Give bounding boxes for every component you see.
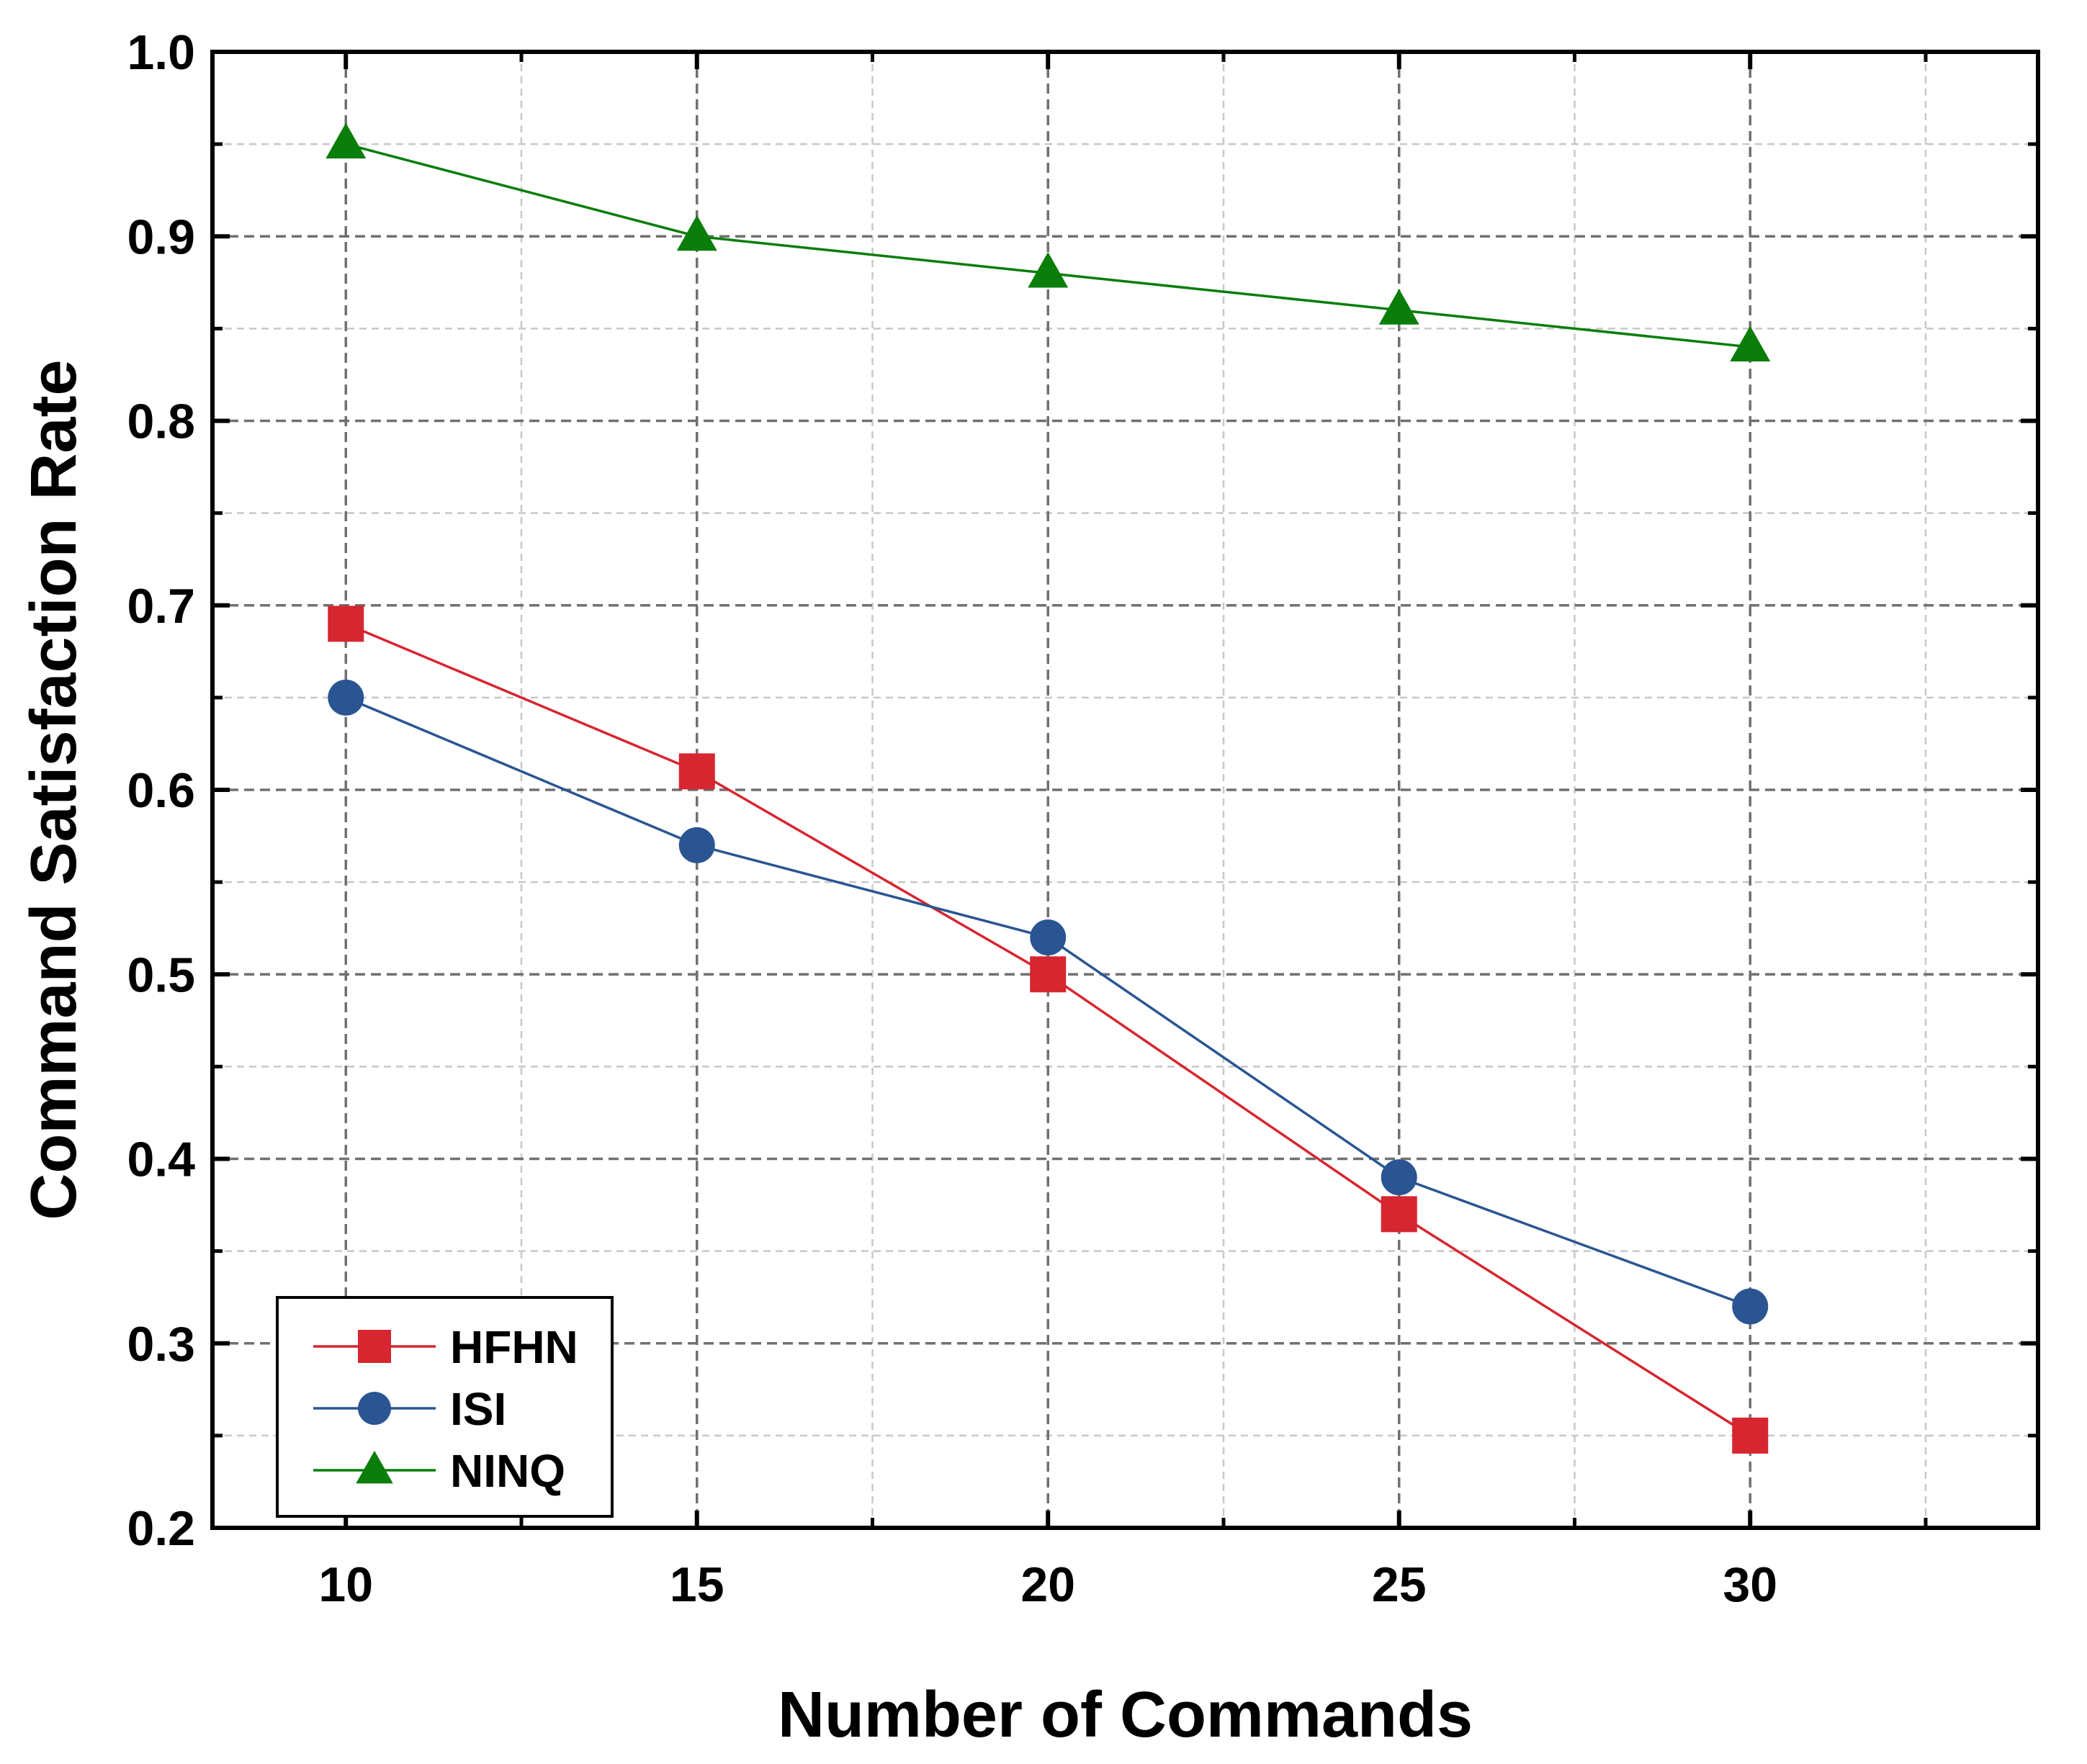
legend-marker xyxy=(358,1330,391,1363)
y-tick-label: 0.5 xyxy=(127,948,195,1002)
data-point xyxy=(326,122,367,159)
legend-marker xyxy=(358,1392,391,1425)
legend-label: HFHN xyxy=(450,1321,578,1373)
data-point xyxy=(678,827,715,863)
data-point xyxy=(328,606,364,642)
x-tick-label: 30 xyxy=(1723,1557,1777,1612)
x-tick-label: 15 xyxy=(670,1557,724,1612)
y-tick-label: 0.2 xyxy=(127,1501,195,1556)
legend-item: NINQ xyxy=(313,1445,565,1497)
data-point xyxy=(678,753,715,790)
data-point xyxy=(1730,325,1771,361)
y-axis-title: Command Satisfaction Rate xyxy=(18,359,90,1220)
data-point xyxy=(1381,1196,1417,1233)
data-point xyxy=(328,679,364,716)
data-point xyxy=(1732,1417,1769,1454)
data-point xyxy=(1381,1159,1417,1196)
legend-label: ISI xyxy=(450,1383,506,1435)
series-isi xyxy=(328,679,1769,1325)
y-tick-label: 0.6 xyxy=(127,763,195,818)
series-layer xyxy=(326,122,1771,1454)
data-point xyxy=(1030,919,1067,955)
y-tick-label: 0.8 xyxy=(127,395,195,449)
data-point xyxy=(1028,252,1069,288)
y-tick-label: 0.7 xyxy=(127,579,195,634)
ticks xyxy=(212,50,2038,1530)
legend: HFHN ISI NINQ xyxy=(276,1296,614,1518)
x-axis-title: Number of Commands xyxy=(778,1679,1473,1751)
series-hfhn xyxy=(328,606,1769,1454)
data-point xyxy=(1732,1288,1769,1325)
tick-labels: 10 15 20 25 30 0.2 0.3 0.4 0.5 0.6 0.7 0.8 0.9 1.0 xyxy=(127,25,1777,1612)
legend-item: ISI xyxy=(313,1383,506,1435)
legend-label: NINQ xyxy=(450,1445,565,1497)
series-ninq xyxy=(326,122,1771,361)
x-tick-label: 20 xyxy=(1020,1557,1075,1612)
data-point xyxy=(676,215,717,251)
y-tick-label: 0.4 xyxy=(127,1133,195,1187)
data-point xyxy=(1378,289,1419,325)
y-tick-label: 0.9 xyxy=(127,210,195,264)
legend-item: HFHN xyxy=(313,1321,578,1373)
y-tick-label: 0.3 xyxy=(127,1317,195,1372)
x-tick-label: 25 xyxy=(1372,1557,1427,1612)
y-tick-label: 1.0 xyxy=(127,25,195,80)
legend-marker xyxy=(356,1450,393,1484)
data-point xyxy=(1030,956,1067,993)
x-tick-label: 10 xyxy=(318,1557,373,1612)
legend-box xyxy=(276,1296,614,1518)
